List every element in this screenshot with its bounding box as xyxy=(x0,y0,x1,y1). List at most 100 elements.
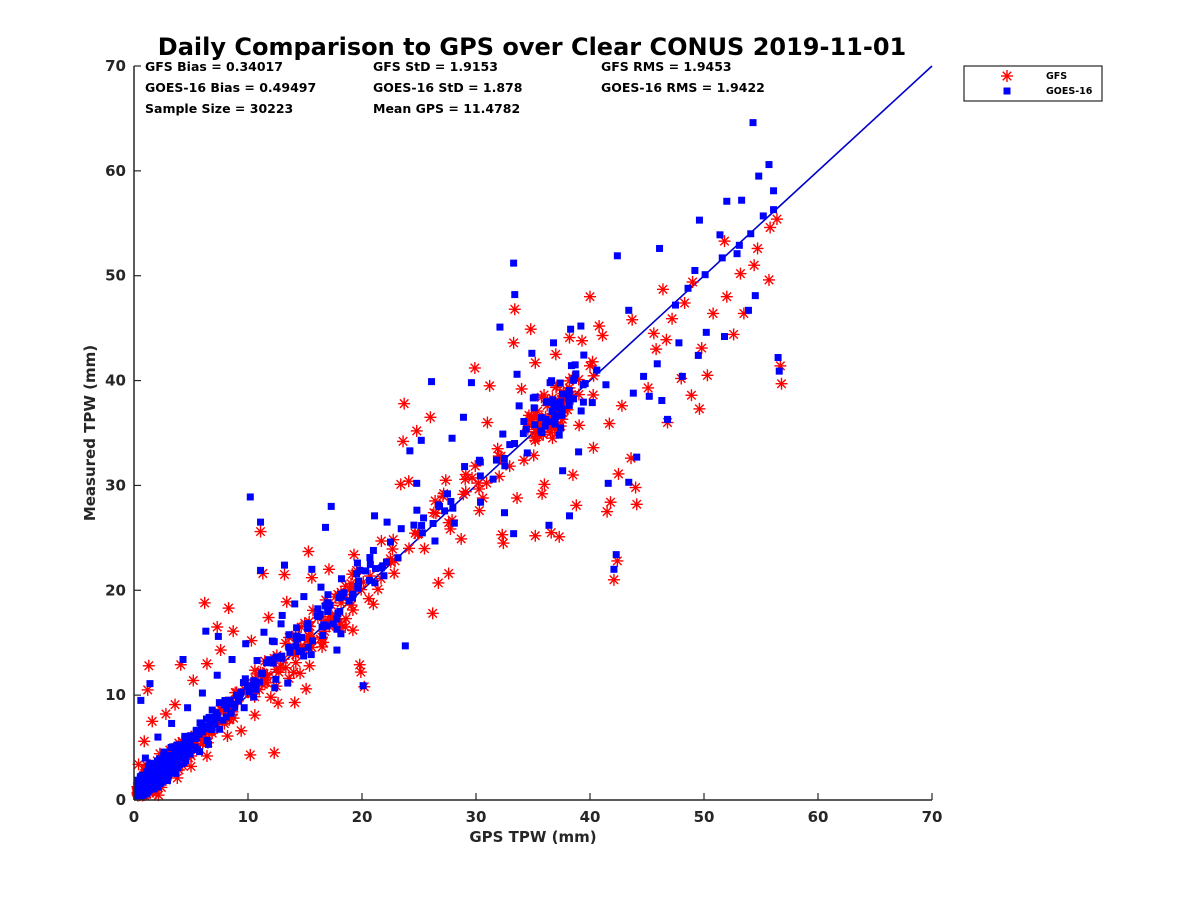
goes16-point xyxy=(242,640,250,648)
goes16-point xyxy=(477,498,485,506)
goes16-point xyxy=(774,354,782,362)
goes16-point xyxy=(304,643,312,651)
goes16-point xyxy=(154,771,162,779)
goes16-point xyxy=(205,713,213,721)
goes16-point xyxy=(537,414,545,422)
goes16-point xyxy=(198,689,206,697)
goes16-point xyxy=(417,436,425,444)
goes16-point xyxy=(542,415,550,423)
goes16-point xyxy=(284,679,292,687)
gfs-point xyxy=(354,666,367,679)
x-tick-label: 40 xyxy=(580,808,601,826)
goes16-point xyxy=(522,425,530,433)
goes16-point xyxy=(259,669,267,677)
goes16-point xyxy=(401,642,409,650)
goes16-point xyxy=(546,379,554,387)
gfs-point xyxy=(584,290,596,303)
goes16-point xyxy=(718,254,726,262)
gfs-point xyxy=(146,715,159,728)
goes16-point xyxy=(602,381,610,389)
goes16-point xyxy=(214,632,222,640)
plot-area[interactable]: 0 10 20 30 40 50 60 70 0 10 20 30 40 50 60 70 xyxy=(105,57,942,826)
goes16-point xyxy=(180,759,188,767)
goes16-point xyxy=(143,776,151,784)
gfs-point xyxy=(302,545,315,558)
goes16-point xyxy=(308,565,316,573)
goes16-point xyxy=(658,396,666,404)
gfs-point xyxy=(466,471,479,484)
goes16-point xyxy=(678,372,686,380)
goes16-point xyxy=(149,761,157,769)
goes16-point xyxy=(492,456,500,464)
goes16-point xyxy=(558,405,566,413)
gfs-point xyxy=(289,656,302,669)
gfs-point xyxy=(473,504,486,517)
gfs-point xyxy=(235,724,248,737)
goes16-point xyxy=(324,599,332,607)
goes16-point xyxy=(228,655,236,663)
gfs-point xyxy=(496,528,509,541)
gfs-point xyxy=(718,235,731,248)
y-axis-label: Measured TPW (mm) xyxy=(81,345,99,521)
goes16-point xyxy=(380,572,388,580)
goes16-point xyxy=(245,688,253,696)
goes16-point xyxy=(656,244,664,252)
goes16-point xyxy=(141,754,149,762)
goes16-point xyxy=(184,704,192,712)
goes16-point xyxy=(147,766,155,774)
goes16-point xyxy=(202,725,210,733)
gfs-point xyxy=(138,735,151,748)
goes16-point xyxy=(300,593,308,601)
gfs-point xyxy=(497,537,510,550)
goes16-point xyxy=(371,579,379,587)
stats-block: GFS Bias = 0.34017 GFS StD = 1.9153 GFS … xyxy=(145,59,765,116)
goes16-point xyxy=(337,575,345,583)
goes16-point xyxy=(571,361,579,369)
goes16-point xyxy=(204,740,212,748)
goes16-point xyxy=(159,769,167,777)
gfs-point xyxy=(515,382,528,395)
gfs-point xyxy=(221,730,234,743)
gfs-point xyxy=(764,221,777,234)
y-axis-ticks: 0 10 20 30 40 50 60 70 xyxy=(105,57,141,809)
goes16-point xyxy=(154,733,162,741)
goes16-point xyxy=(528,349,536,357)
gfs-point xyxy=(570,499,583,512)
goes16-point xyxy=(329,620,337,628)
goes16-point xyxy=(613,252,621,260)
gfs-point xyxy=(371,583,384,596)
gfs-point xyxy=(533,430,546,443)
gfs-point xyxy=(678,296,691,309)
goes16-point xyxy=(307,651,315,659)
goes16-point xyxy=(292,642,300,650)
goes16-point xyxy=(695,216,703,224)
goes16-point xyxy=(515,402,523,410)
goes16-point xyxy=(193,746,201,754)
goes16-point xyxy=(506,441,514,449)
x-axis-label: GPS TPW (mm) xyxy=(469,828,596,846)
goes16-point xyxy=(333,646,341,654)
goes16-point xyxy=(511,291,519,299)
goes16-point xyxy=(410,521,418,529)
goes16-point xyxy=(137,783,145,791)
goes16-point xyxy=(160,755,168,763)
goes16-point xyxy=(164,763,172,771)
gfs-point xyxy=(695,342,708,355)
goes16-point xyxy=(523,449,531,457)
y-tick-label: 50 xyxy=(105,267,126,285)
gfs-point xyxy=(398,397,411,410)
goes16-point xyxy=(252,685,260,693)
goes16-point xyxy=(467,379,475,387)
gfs-point xyxy=(629,481,642,494)
goes16-point xyxy=(664,415,672,423)
stat-gfs-bias: GFS Bias = 0.34017 xyxy=(145,59,283,74)
goes16-point xyxy=(519,430,527,438)
goes16-point xyxy=(354,584,362,592)
goes16-point xyxy=(324,591,332,599)
stat-mean-gps: Mean GPS = 11.4782 xyxy=(373,101,520,116)
goes16-point xyxy=(441,507,449,515)
goes16-point xyxy=(550,339,558,347)
goes16-point xyxy=(248,683,256,691)
goes16-point xyxy=(564,394,572,402)
